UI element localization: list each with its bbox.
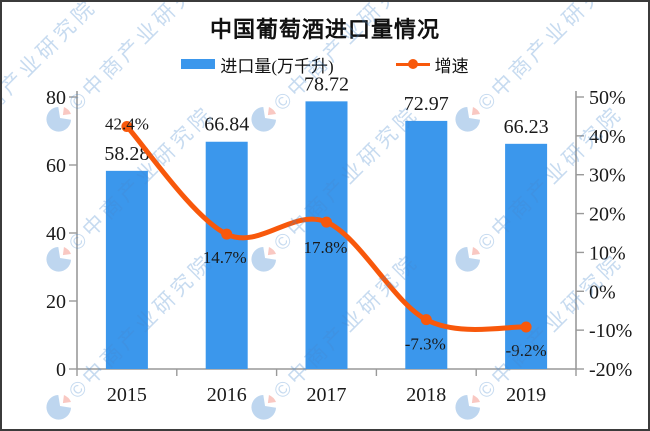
legend-item-growth: 增速 — [395, 52, 469, 77]
bar-label-2019: 66.23 — [504, 116, 549, 138]
legend-label-growth: 增速 — [434, 56, 469, 76]
right-axis-tick-label: 40% — [589, 126, 626, 148]
x-axis-label-2019: 2019 — [506, 384, 546, 406]
bar-2017 — [305, 101, 348, 370]
legend-label-imports: 进口量(万千升) — [220, 56, 334, 76]
legend: 进口量(万千升) 增速 — [2, 52, 648, 77]
legend-bar-swatch-icon — [181, 59, 216, 69]
growth-label-2019: -9.2% — [506, 341, 547, 360]
x-axis-label-2017: 2017 — [307, 384, 347, 406]
line-marker-2019 — [520, 321, 532, 333]
bar-label-2017: 78.72 — [304, 73, 349, 95]
line-marker-2015 — [121, 121, 133, 133]
bar-label-2016: 66.84 — [204, 114, 249, 136]
right-axis-tick-label: -10% — [589, 320, 632, 342]
legend-line-marker — [407, 59, 418, 69]
chart-title: 中国葡萄酒进口量情况 — [209, 17, 440, 42]
bar-2019 — [505, 143, 548, 369]
bar-label-2018: 72.97 — [404, 93, 449, 115]
growth-label-2017: 17.8% — [304, 238, 348, 257]
right-axis-tick-label: -20% — [589, 359, 632, 381]
left-axis-tick-label: 80 — [46, 87, 66, 109]
line-marker-2016 — [221, 228, 233, 240]
left-axis-tick-label: 0 — [56, 359, 66, 381]
bar-label-2015: 58.28 — [104, 143, 149, 165]
growth-label-2015: 42.4% — [105, 115, 149, 134]
x-axis-label-2018: 2018 — [406, 384, 446, 406]
right-axis-tick-label: 50% — [589, 87, 626, 109]
line-marker-2018 — [420, 314, 432, 326]
left-axis-tick-label: 40 — [46, 223, 66, 245]
bar-2015 — [105, 170, 148, 369]
right-axis-tick-label: 0% — [589, 281, 616, 303]
x-axis-label-2015: 2015 — [107, 384, 147, 406]
line-marker-2017 — [321, 216, 332, 228]
left-axis-tick-label: 60 — [46, 155, 66, 177]
x-axis-label-2016: 2016 — [207, 384, 247, 406]
bar-2018 — [405, 120, 448, 369]
right-axis-tick-label: 30% — [589, 165, 626, 187]
growth-label-2018: -7.3% — [405, 335, 446, 354]
growth-label-2016: 14.7% — [203, 248, 247, 267]
right-axis-tick-label: 20% — [589, 204, 626, 226]
right-axis-tick-label: 10% — [589, 242, 626, 264]
legend-line-swatch-icon — [395, 58, 430, 70]
left-axis-tick-label: 20 — [46, 291, 66, 313]
legend-item-imports: 进口量(万千升) — [181, 52, 334, 77]
bar-2016 — [205, 141, 248, 369]
